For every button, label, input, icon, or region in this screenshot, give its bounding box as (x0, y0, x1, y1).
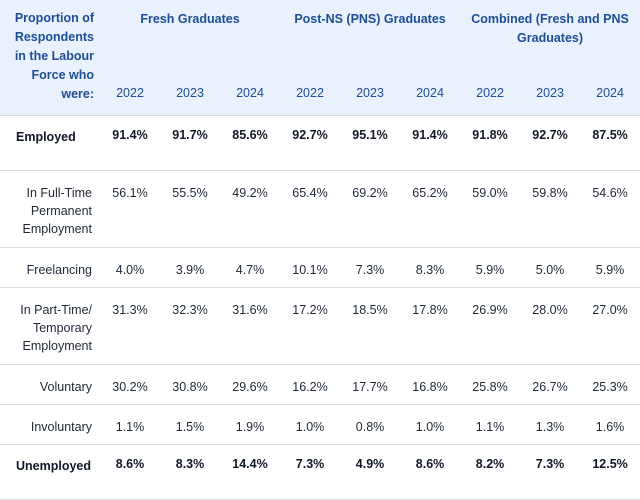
year-header: 2023 (176, 85, 204, 100)
table-row: Freelancing 4.0% 3.9% 4.7% 10.1% 7.3% 8.3% 5.9%… (0, 247, 640, 288)
table-cell: 1.1% (100, 404, 160, 445)
table-row: Employed 91.4% 91.7% 85.6% 92.7% 95.1% 91.4% 91… (0, 115, 640, 171)
table-header: Proportion of Respondents in the Labour … (0, 0, 640, 116)
table-row: In Full-Time Permanent Employment 56.1% 55… (0, 170, 640, 248)
table-cell: 0.8% (340, 404, 401, 445)
table-cell: 29.6% (220, 364, 281, 405)
year-header: 2024 (596, 85, 624, 100)
table-cell: 49.2% (220, 170, 281, 248)
table-cell: 95.1% (340, 115, 401, 171)
table-cell: 4.9% (340, 444, 401, 500)
row-label: Freelancing (0, 247, 100, 288)
year-header: 2024 (236, 85, 264, 100)
table-cell: 1.3% (520, 404, 581, 445)
table-cell: 14.4% (220, 444, 281, 500)
table-cell: 3.9% (160, 247, 220, 288)
table-cell: 65.2% (400, 170, 461, 248)
table-cell: 27.0% (580, 287, 640, 365)
group-header-combined: Combined (Fresh and PNS Graduates) (471, 12, 629, 45)
year-header: 2023 (356, 85, 384, 100)
table-cell: 65.4% (280, 170, 341, 248)
year-header: 2022 (476, 85, 504, 100)
table-cell: 18.5% (340, 287, 401, 365)
table-cell: 7.3% (520, 444, 581, 500)
row-label: Involuntary (0, 404, 100, 445)
table-cell: 8.3% (400, 247, 461, 288)
table-cell: 8.3% (160, 444, 220, 500)
table-cell: 26.7% (520, 364, 581, 405)
table-cell: 7.3% (340, 247, 401, 288)
table-cell: 59.8% (520, 170, 581, 248)
table-cell: 1.0% (280, 404, 341, 445)
table-cell: 5.9% (460, 247, 521, 288)
table-cell: 56.1% (100, 170, 160, 248)
row-label: In Full-Time Permanent Employment (0, 170, 100, 248)
year-header: 2023 (536, 85, 564, 100)
table-cell: 8.6% (100, 444, 160, 500)
year-header: 2024 (416, 85, 444, 100)
table-cell: 4.7% (220, 247, 281, 288)
table-cell: 92.7% (520, 115, 581, 171)
year-header: 2022 (296, 85, 324, 100)
table-cell: 12.5% (580, 444, 640, 500)
table-cell: 1.9% (220, 404, 281, 445)
table-cell: 87.5% (580, 115, 640, 171)
row-label: In Part-Time/ Temporary Employment (0, 287, 100, 365)
row-label: Unemployed (0, 444, 100, 500)
table-cell: 28.0% (520, 287, 581, 365)
table-cell: 91.8% (460, 115, 521, 171)
table-cell: 16.8% (400, 364, 461, 405)
table-cell: 10.1% (280, 247, 341, 288)
table-cell: 1.0% (400, 404, 461, 445)
group-header-pns-graduates: Post-NS (PNS) Graduates (294, 12, 446, 26)
table-cell: 91.4% (400, 115, 461, 171)
table-cell: 54.6% (580, 170, 640, 248)
table-cell: 17.7% (340, 364, 401, 405)
table-cell: 30.2% (100, 364, 160, 405)
row-label: Voluntary (0, 364, 100, 405)
table-cell: 91.7% (160, 115, 220, 171)
table-cell: 7.3% (280, 444, 341, 500)
table-row: Involuntary 1.1% 1.5% 1.9% 1.0% 0.8% 1.0% 1.1% 1… (0, 404, 640, 445)
table-cell: 1.6% (580, 404, 640, 445)
first-column-header: Proportion of Respondents in the Labour … (14, 11, 94, 101)
row-label: Employed (0, 115, 100, 171)
table-cell: 8.6% (400, 444, 461, 500)
table-body: Employed 91.4% 91.7% 85.6% 92.7% 95.1% 91.4% 91… (0, 115, 640, 500)
table-cell: 1.5% (160, 404, 220, 445)
table-cell: 8.2% (460, 444, 521, 500)
group-header-fresh-graduates: Fresh Graduates (140, 12, 240, 26)
table-row: In Part-Time/ Temporary Employment 31.3% 3… (0, 287, 640, 365)
table-cell: 32.3% (160, 287, 220, 365)
table-cell: 5.0% (520, 247, 581, 288)
table-cell: 92.7% (280, 115, 341, 171)
table-cell: 25.8% (460, 364, 521, 405)
table-cell: 5.9% (580, 247, 640, 288)
table-cell: 25.3% (580, 364, 640, 405)
table-cell: 31.3% (100, 287, 160, 365)
table-cell: 16.2% (280, 364, 341, 405)
table-cell: 69.2% (340, 170, 401, 248)
table-cell: 85.6% (220, 115, 281, 171)
table-row: Unemployed 8.6% 8.3% 14.4% 7.3% 4.9% 8.6% 8.2% 7… (0, 444, 640, 500)
table-cell: 17.2% (280, 287, 341, 365)
table-cell: 4.0% (100, 247, 160, 288)
year-header-row: 2022 2023 2024 2022 2023 2024 2022 2023 … (0, 70, 640, 116)
table-cell: 31.6% (220, 287, 281, 365)
table-cell: 17.8% (400, 287, 461, 365)
table-cell: 59.0% (460, 170, 521, 248)
table-cell: 91.4% (100, 115, 160, 171)
table-cell: 30.8% (160, 364, 220, 405)
table-cell: 26.9% (460, 287, 521, 365)
year-header: 2022 (116, 85, 144, 100)
table-cell: 1.1% (460, 404, 521, 445)
table-row: Voluntary 30.2% 30.8% 29.6% 16.2% 17.7% 16.8% 2… (0, 364, 640, 405)
table-cell: 55.5% (160, 170, 220, 248)
